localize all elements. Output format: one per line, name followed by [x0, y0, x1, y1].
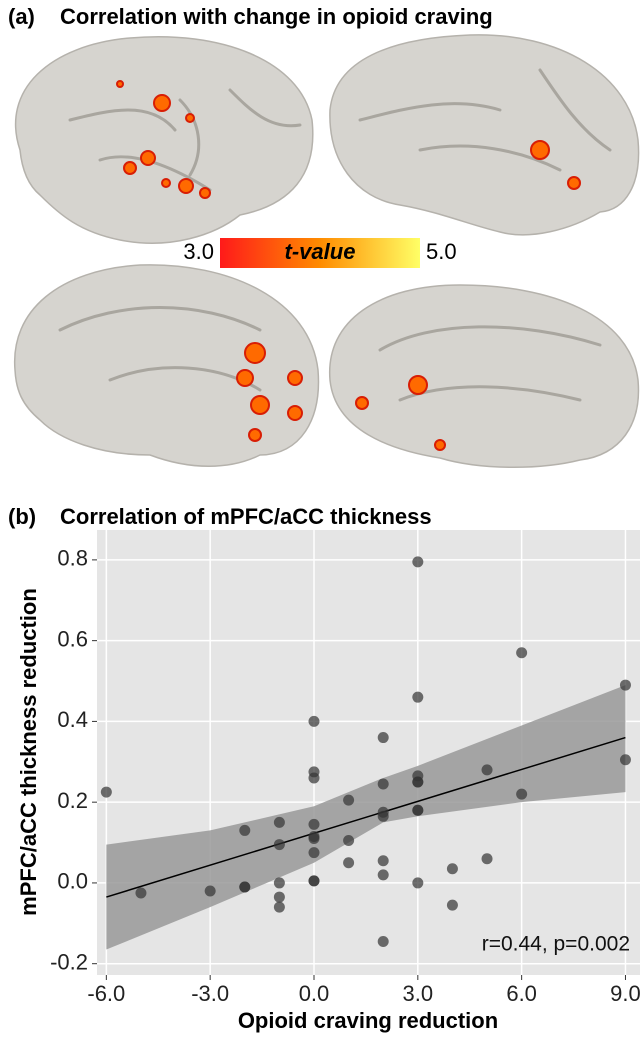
data-point	[273, 816, 285, 828]
data-point	[343, 794, 355, 806]
data-point	[377, 935, 389, 947]
data-point	[273, 901, 285, 913]
data-point	[308, 715, 320, 727]
data-point	[377, 869, 389, 881]
fit-line	[106, 736, 626, 898]
data-point	[239, 824, 251, 836]
data-point	[343, 835, 355, 847]
x-tick-label: 0.0	[299, 981, 330, 1006]
data-point	[516, 647, 528, 659]
x-axis-label: Opioid craving reduction	[238, 1008, 498, 1033]
data-point	[308, 818, 320, 830]
annotation: r=0.44, p=0.002	[482, 933, 630, 956]
y-tick-label: 0.8	[57, 546, 88, 571]
colorbar-tick-label: 3.0	[183, 239, 214, 264]
y-tick-label: 0.6	[57, 626, 88, 651]
colorbar-label: t-value	[285, 239, 356, 264]
x-tick-label: 6.0	[506, 981, 537, 1006]
data-point	[481, 853, 493, 865]
colorbar-tick-label: 5.0	[426, 239, 457, 264]
data-point	[100, 786, 112, 798]
data-point	[308, 875, 320, 887]
colorbar-ticks: 3.0 5.0	[183, 239, 456, 264]
brain-views	[13, 34, 640, 468]
y-tick-label: 0.0	[57, 869, 88, 894]
panel-title: Correlation of mPFC/aCC thickness	[60, 504, 432, 529]
data-point	[377, 778, 389, 790]
data-point	[273, 839, 285, 851]
data-point	[481, 764, 493, 776]
data-point	[412, 804, 424, 816]
x-tick-label: -3.0	[191, 981, 229, 1006]
data-point	[308, 847, 320, 859]
data-point	[619, 679, 631, 691]
data-point	[377, 810, 389, 822]
data-point	[412, 877, 424, 889]
data-point	[412, 691, 424, 703]
data-point	[308, 833, 320, 845]
y-axis-label: mPFC/aCC thickness reduction	[16, 588, 41, 916]
panel-title: Correlation with change in opioid cravin…	[60, 4, 493, 29]
data-point	[377, 732, 389, 744]
data-point	[239, 881, 251, 893]
data-point	[619, 754, 631, 766]
y-tick-label: 0.4	[57, 707, 88, 732]
y-tick-label: 0.2	[57, 788, 88, 813]
data-point	[273, 877, 285, 889]
panel-label: (a)	[8, 4, 35, 29]
data-point	[412, 776, 424, 788]
data-point	[308, 772, 320, 784]
data-point	[446, 899, 458, 911]
data-point	[135, 887, 147, 899]
data-point	[273, 891, 285, 903]
y-tick-label: -0.2	[50, 950, 88, 975]
data-point	[343, 857, 355, 869]
data-point	[204, 885, 216, 897]
panel-label: (b)	[8, 504, 36, 529]
data-point	[516, 788, 528, 800]
data-point	[377, 855, 389, 867]
data-point	[446, 863, 458, 875]
colorbar	[220, 238, 420, 268]
data-point	[412, 556, 424, 568]
x-tick-label: 9.0	[610, 981, 641, 1006]
x-tick-label: -6.0	[87, 981, 125, 1006]
x-tick-label: 3.0	[403, 981, 434, 1006]
